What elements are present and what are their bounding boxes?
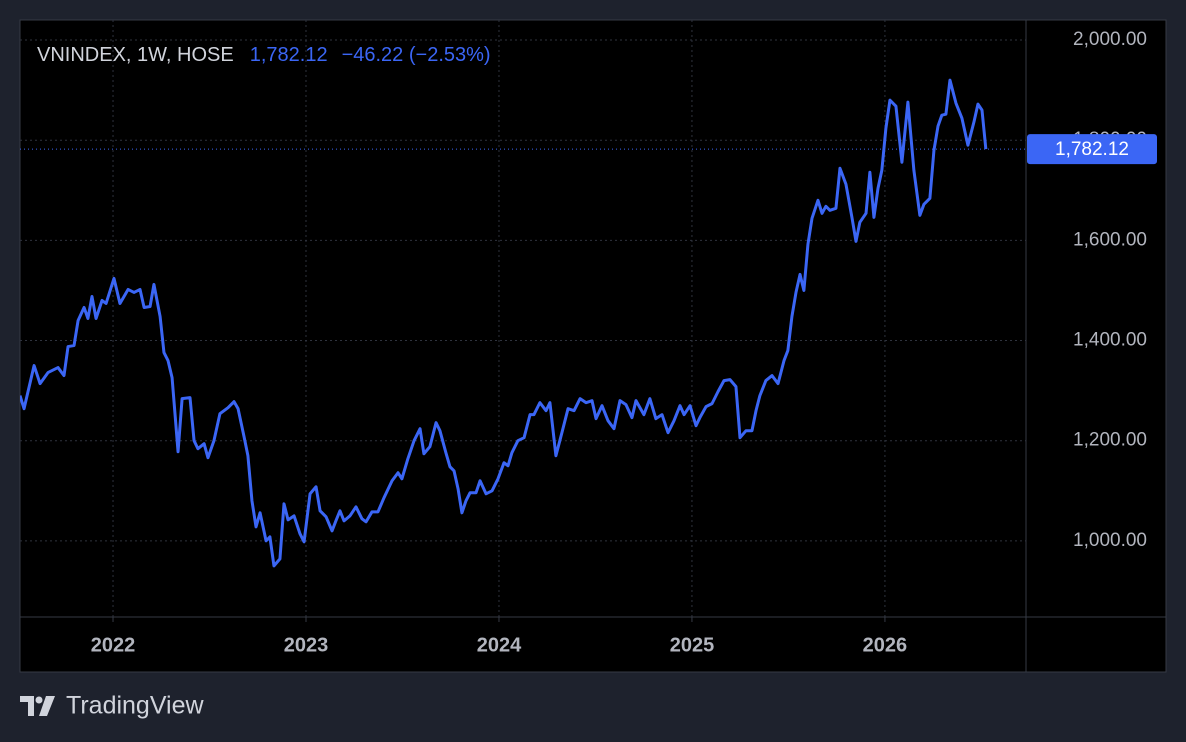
x-tick-label: 2025 xyxy=(670,634,715,656)
y-tick-label: 1,200.00 xyxy=(1073,430,1147,451)
y-tick-label: 1,600.00 xyxy=(1073,229,1147,250)
last-value-tag xyxy=(1027,134,1157,165)
x-tick-label: 2024 xyxy=(477,634,522,656)
y-tick-label: 1,000.00 xyxy=(1073,530,1147,551)
x-tick-label: 2022 xyxy=(91,634,136,656)
brand: TradingView xyxy=(66,692,205,720)
x-tick-label: 2026 xyxy=(863,634,908,656)
chart-panel xyxy=(19,19,1167,673)
x-tick-label: 2023 xyxy=(284,634,329,656)
plot xyxy=(20,78,1026,568)
brand-logo xyxy=(20,696,55,716)
last-value-tag-label: 1,782.12 xyxy=(1055,139,1129,160)
y-tick-label: 2,000.00 xyxy=(1073,29,1147,50)
grid xyxy=(20,20,1026,622)
price-line xyxy=(20,78,988,568)
price-tag: 1,782.12 xyxy=(1027,134,1157,165)
y-tick-label: 1,400.00 xyxy=(1073,330,1147,351)
x-axis: 2022 2023 2024 2025 2026 xyxy=(91,634,907,656)
change: −46.22 (−2.53%) xyxy=(342,44,491,66)
chart-header: VNINDEX, 1W, HOSE 1,782.12 −46.22 (−2.53%) xyxy=(37,44,491,66)
symbol: VNINDEX, 1W, HOSE xyxy=(37,44,234,66)
last-value: 1,782.12 xyxy=(250,44,328,66)
